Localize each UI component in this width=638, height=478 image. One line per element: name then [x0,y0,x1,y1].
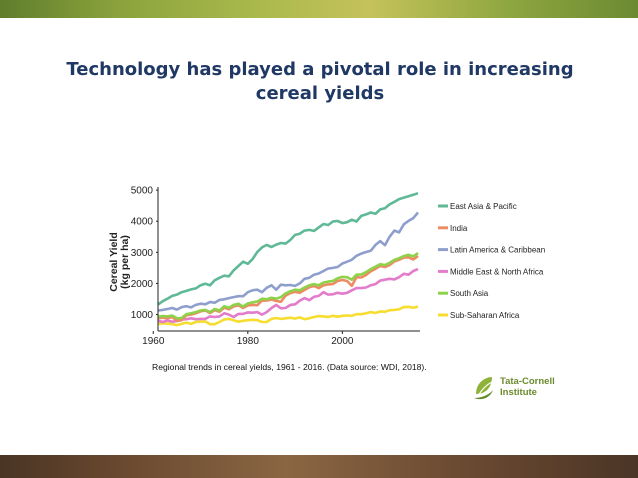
series-line-latin-america-caribbean [157,211,419,312]
y-axis-label-line1: Cereal Yield [108,232,120,292]
series-line-south-asia [157,251,419,320]
footer-decorative-band [0,455,638,478]
chart-legend: East Asia & Pacific India Latin America & … [438,202,545,320]
x-tick-label: 1960 [142,336,165,347]
y-tick-label: 1000 [131,310,154,321]
x-tick-label: 1980 [237,336,260,347]
logo-text-line2: Institute [500,387,537,398]
logo-text-line1: Tata-Cornell [500,376,555,387]
chart-caption: Regional trends in cereal yields, 1961 -… [152,362,427,372]
axis-ticks: 1000 2000 3000 4000 5000 1960 1980 2000 [131,186,354,347]
y-tick-label: 4000 [131,217,154,228]
tata-cornell-logo: Tata-Cornell Institute [472,372,592,408]
series-line-middle-east-north-africa [157,267,419,324]
y-tick-label: 2000 [131,279,154,290]
legend-label: Sub-Saharan Africa [450,311,520,320]
series-line-east-asia-pacific [157,191,419,306]
logo-leaf-icon [474,377,493,400]
y-tick-label: 3000 [131,248,154,259]
chart-series-lines [157,191,419,327]
series-line-sub-saharan-africa [157,305,419,327]
legend-label: Middle East & North Africa [450,267,544,276]
y-tick-label: 5000 [131,186,154,197]
legend-label: East Asia & Pacific [450,202,517,211]
slide-title: Technology has played a pivotal role in … [66,59,574,104]
legend-label: India [450,224,468,233]
x-tick-label: 2000 [331,336,354,347]
y-axis-label-line2: (kg per ha) [119,235,131,289]
header-decorative-band [0,0,638,18]
legend-label: Latin America & Caribbean [450,246,545,255]
legend-label: South Asia [450,289,489,298]
